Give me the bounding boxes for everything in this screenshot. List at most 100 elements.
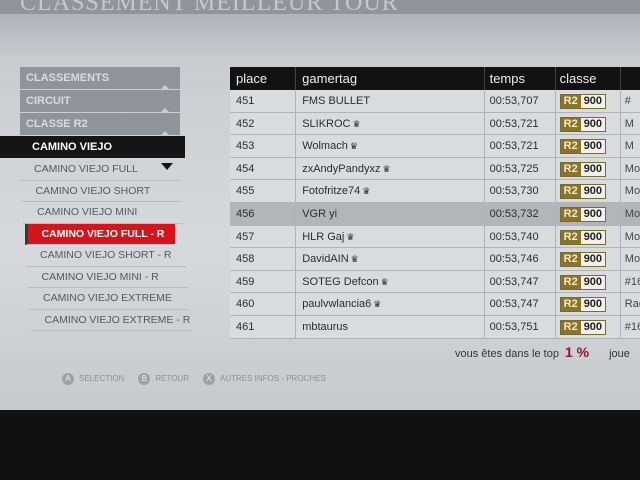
track-item[interactable]: CAMINO VIEJO SHORT	[21, 181, 182, 202]
header-classe[interactable]: classe	[556, 67, 621, 90]
top-percent: vous êtes dans le top 1 % joue	[455, 344, 630, 360]
crown-icon: ♛	[349, 141, 358, 152]
class-letter: R2	[560, 185, 581, 199]
temps: 00:53,747	[485, 293, 556, 315]
table-row[interactable]: 456 VGR yi 00:53,732 R2 900 Mo	[230, 202, 640, 226]
pi-value: 900	[580, 140, 606, 154]
crown-icon: ♛	[350, 254, 359, 265]
hint-label: RETOUR	[155, 374, 189, 383]
temps: 00:53,732	[485, 202, 556, 225]
class-letter: R2	[560, 275, 581, 289]
classe-cell: R2 900	[556, 202, 621, 225]
temps: 00:53,721	[485, 112, 556, 135]
gamertag: VGR yi	[302, 207, 338, 220]
hint-a[interactable]: A SÉLECTION	[62, 373, 124, 385]
top-label: vous êtes dans le top	[455, 348, 559, 360]
class-letter: R2	[560, 230, 581, 244]
gamertag-cell: Wolmach ♛	[296, 135, 485, 157]
gamertag: FMS BULLET	[302, 95, 371, 107]
gamertag-cell: SLIKROC ♛	[296, 112, 485, 135]
pi-value: 900	[580, 185, 606, 199]
hint-label: AUTRES INFOS - PROCHES	[219, 374, 326, 383]
temps: 00:53,730	[485, 180, 556, 202]
gamertag: paulvwlancia6	[302, 298, 372, 311]
table-row[interactable]: 455 Fotofritze74 ♛ 00:53,730 R2 900 Mo	[230, 180, 640, 203]
track-item[interactable]: CAMINO VIEJO FULL	[20, 159, 180, 181]
class-badge: R2 900	[559, 229, 607, 245]
pi-value: 900	[580, 253, 606, 267]
place: 461	[230, 315, 297, 338]
temps: 00:53,751	[485, 315, 556, 338]
gamertag-cell: Fotofritze74 ♛	[296, 180, 485, 202]
car: Mos	[624, 230, 640, 243]
class-letter: R2	[560, 253, 581, 267]
gamertag: HLR Gaj	[302, 230, 345, 243]
pi-value: 900	[580, 207, 606, 221]
table-row[interactable]: 453 Wolmach ♛ 00:53,721 R2 900 M	[230, 135, 640, 158]
gamertag-cell: VGR yi	[296, 202, 485, 225]
page-title: CLASSEMENT MEILLEUR TOUR	[20, 0, 399, 14]
car: #	[624, 95, 631, 107]
classe-cell: R2 900	[556, 90, 621, 112]
crown-icon: ♛	[346, 231, 355, 242]
gamertag: DavidAIN	[302, 253, 349, 266]
gamertag: Wolmach	[302, 140, 348, 153]
track-item[interactable]: CAMINO VIEJO EXTREME	[29, 288, 189, 310]
pi-value: 900	[580, 298, 606, 312]
car: Mo	[624, 162, 640, 175]
class-badge: R2 900	[559, 319, 607, 335]
nav-camino-viejo[interactable]: CAMINO VIEJO	[0, 136, 185, 170]
gamertag: SOTEG Defcon	[302, 275, 379, 288]
header-place[interactable]: place	[230, 67, 297, 90]
car: M	[624, 117, 634, 130]
car: Radic	[624, 298, 640, 311]
pi-value: 900	[580, 95, 606, 108]
header-gamertag[interactable]: gamertag	[296, 67, 485, 90]
top-value: 1 %	[564, 344, 590, 360]
table-row[interactable]: 451 FMS BULLET 00:53,707 R2 900 #	[230, 90, 640, 113]
place: 453	[230, 135, 297, 157]
hint-b[interactable]: B RETOUR	[138, 373, 189, 385]
nav-circuit[interactable]: CIRCUIT	[20, 90, 180, 113]
gamertag-cell: paulvwlancia6 ♛	[296, 293, 485, 315]
pi-value: 900	[580, 230, 606, 244]
classe-cell: R2 900	[556, 157, 621, 180]
gamertag: Fotofritze74	[302, 185, 361, 198]
header-temps[interactable]: temps	[485, 67, 556, 90]
track-item[interactable]: CAMINO VIEJO FULL - R	[24, 223, 175, 245]
car: Mos	[624, 253, 640, 266]
track-item[interactable]: CAMINO VIEJO MINI - R	[27, 267, 188, 288]
car: Mo	[624, 185, 640, 198]
header-car[interactable]	[621, 67, 640, 90]
screen: CLASSEMENT MEILLEUR TOUR CLASSEMENTS CIRC…	[0, 0, 640, 410]
gamertag-cell: HLR Gaj ♛	[296, 225, 485, 248]
car: Mo	[624, 207, 640, 220]
table-row[interactable]: 454 zxAndyPandyxz ♛ 00:53,725 R2 900 Mo	[230, 157, 640, 181]
class-badge: R2 900	[559, 206, 607, 222]
title-bar: CLASSEMENT MEILLEUR TOUR	[0, 0, 640, 14]
gamertag: zxAndyPandyxz	[302, 162, 381, 175]
nav-classe-r2[interactable]: CLASSE R2	[20, 113, 180, 136]
hint-x[interactable]: X AUTRES INFOS - PROCHES	[202, 373, 326, 385]
track-item[interactable]: CAMINO VIEJO EXTREME - R	[30, 310, 191, 331]
sidebar: CLASSEMENTS CIRCUIT CLASSE R2 CAMINO VIEJO C…	[0, 67, 191, 331]
place: 455	[230, 180, 297, 202]
track-item[interactable]: CAMINO VIEJO SHORT - R	[26, 245, 186, 267]
class-letter: R2	[560, 95, 581, 108]
place: 458	[230, 248, 297, 270]
place: 457	[230, 225, 297, 248]
track-item[interactable]: CAMINO VIEJO MINI	[23, 202, 183, 224]
top-extra: joue	[609, 348, 630, 360]
nav-classements[interactable]: CLASSEMENTS	[20, 67, 180, 90]
table-row[interactable]: 452 SLIKROC ♛ 00:53,721 R2 900 M	[230, 112, 640, 136]
class-badge: R2 900	[559, 297, 607, 313]
class-letter: R2	[560, 207, 581, 221]
gamertag-cell: DavidAIN ♛	[296, 248, 485, 270]
table-header: place gamertag temps classe	[230, 67, 640, 90]
place: 460	[230, 293, 297, 315]
